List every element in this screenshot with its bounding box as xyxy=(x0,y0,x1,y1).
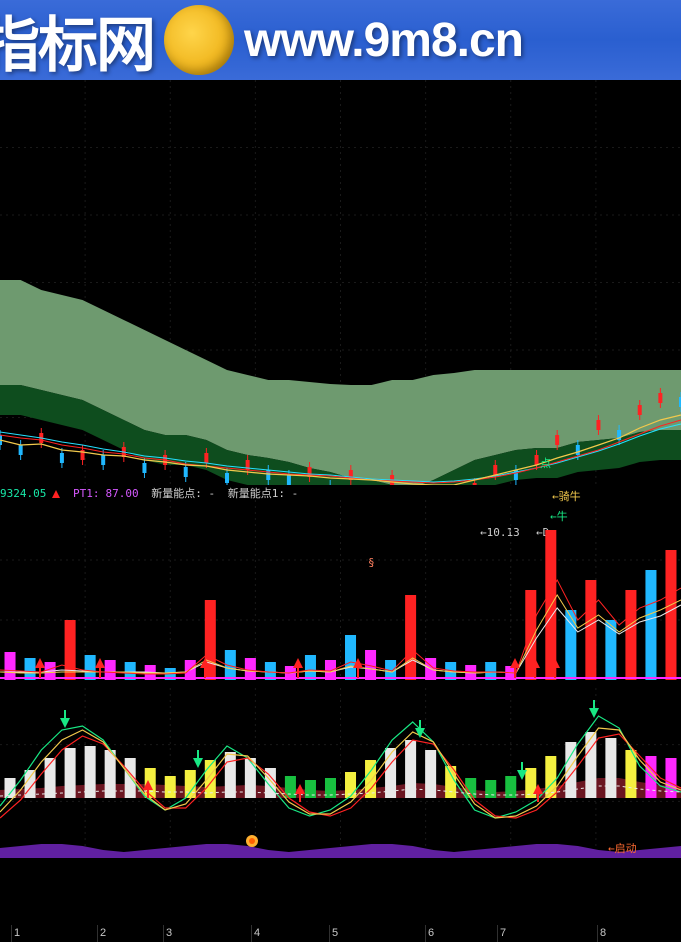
x-axis-tick: 2 xyxy=(100,927,106,939)
arrow-up-icon xyxy=(52,490,60,498)
chart-annotation: 点 xyxy=(540,455,551,471)
status-extra-1: 新量能点: - xyxy=(151,487,215,500)
x-axis-tick: 3 xyxy=(166,927,172,939)
site-url: www.9m8.cn xyxy=(244,13,523,68)
site-header: 指标网 www.9m8.cn xyxy=(0,0,681,80)
oscillator-label-qidong: ←启动 xyxy=(608,840,637,856)
x-axis: 1 2 3 4 5 6 7 8 xyxy=(0,925,681,942)
x-axis-tick: 6 xyxy=(428,927,434,939)
main-price-chart: ←10.13←D点←骑牛←牛§ xyxy=(0,80,681,485)
x-axis-tick: 8 xyxy=(600,927,606,939)
pt-label: PT1: xyxy=(73,487,100,500)
status-value-1: 9324.05 xyxy=(0,487,46,500)
pt-value: 87.00 xyxy=(105,487,138,500)
x-axis-tick: 1 xyxy=(14,927,20,939)
site-name-cn: 指标网 xyxy=(0,0,154,84)
oscillator-chart: ←启动 xyxy=(0,688,681,858)
x-axis-tick: 4 xyxy=(254,927,260,939)
x-axis-tick: 7 xyxy=(500,927,506,939)
volume-chart xyxy=(0,500,681,680)
x-axis-tick: 5 xyxy=(332,927,338,939)
status-strip: 9324.05 PT1: 87.00 新量能点: - 新量能点1: - xyxy=(0,485,681,500)
status-extra-2: 新量能点1: - xyxy=(228,487,299,500)
logo-coin-icon xyxy=(164,5,234,75)
